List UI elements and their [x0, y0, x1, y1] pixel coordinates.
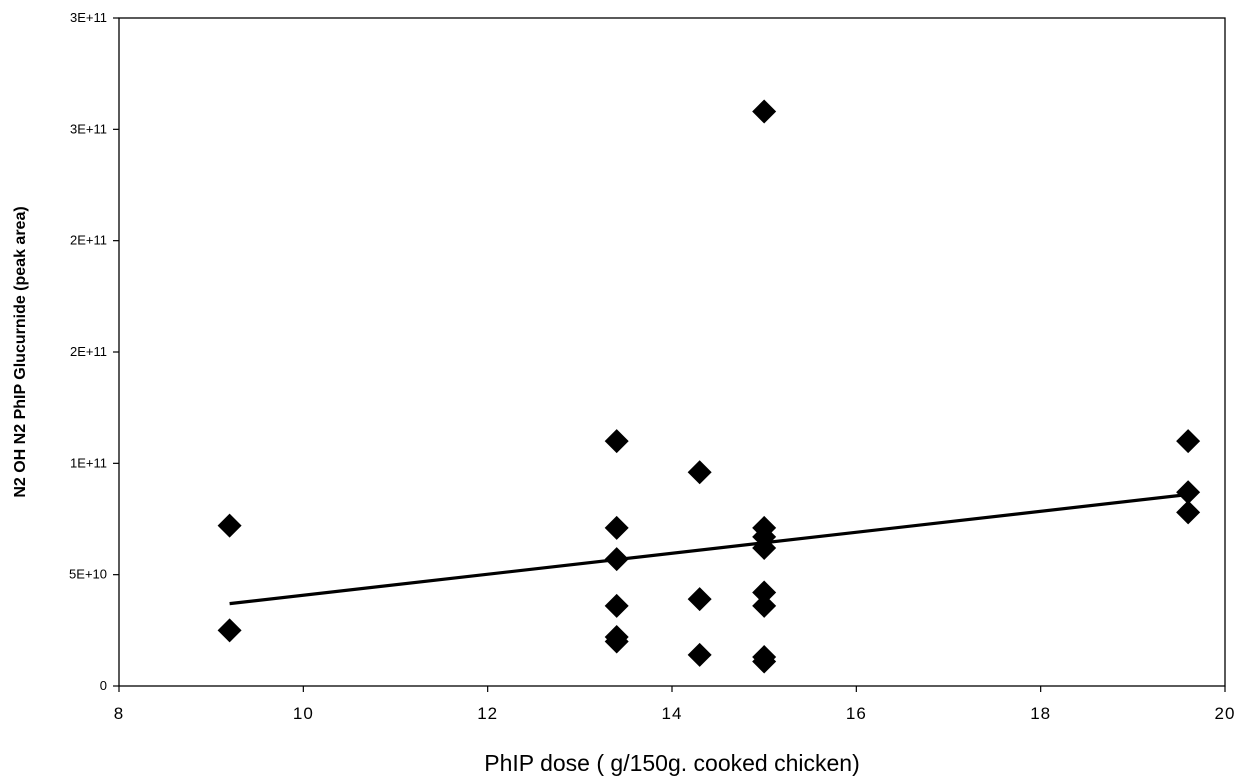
data-point: [604, 429, 629, 454]
data-points: [217, 99, 1201, 674]
data-point: [604, 629, 629, 654]
y-tick-label: 3E+11: [70, 121, 107, 136]
y-tick-label: 2E+11: [70, 344, 107, 359]
data-point: [1176, 429, 1201, 454]
x-tick-label: 16: [846, 704, 867, 723]
y-tick-label: 3E+11: [70, 10, 107, 25]
data-point: [604, 515, 629, 540]
data-point: [752, 649, 777, 674]
trendline: [229, 492, 1189, 606]
y-tick-label: 5E+10: [69, 567, 107, 582]
data-point: [687, 460, 712, 485]
y-axis-title: N2 OH N2 PhIP Glucurnide (peak area): [12, 206, 29, 497]
y-tick-label: 2E+11: [70, 233, 107, 248]
data-point: [604, 547, 629, 572]
data-point: [752, 535, 777, 560]
x-tick-label: 18: [1030, 704, 1051, 723]
x-tick-label: 14: [662, 704, 683, 723]
data-point: [687, 642, 712, 667]
x-tick-label: 8: [114, 704, 124, 723]
plot-area: [118, 17, 1226, 687]
data-point: [687, 587, 712, 612]
data-point: [604, 593, 629, 618]
y-axis-ticks: 0 5E+10 1E+11 2E+11 2E+11 3E+11 3E+11: [69, 10, 119, 693]
x-axis-ticks: 8 10 12 14 16 18 20: [114, 686, 1236, 723]
trendline-group: [229, 492, 1189, 606]
data-point: [752, 99, 777, 124]
x-tick-label: 10: [293, 704, 314, 723]
data-point: [217, 513, 242, 538]
x-tick-label: 20: [1215, 704, 1236, 723]
y-tick-label: 0: [100, 678, 107, 693]
data-point: [752, 580, 777, 605]
data-point: [1176, 500, 1201, 525]
data-point: [1176, 480, 1201, 505]
x-tick-label: 12: [477, 704, 498, 723]
data-point: [752, 593, 777, 618]
x-axis-title: PhIP dose ( g/150g. cooked chicken): [484, 750, 859, 776]
data-point: [217, 618, 242, 643]
y-tick-label: 1E+11: [70, 455, 107, 470]
